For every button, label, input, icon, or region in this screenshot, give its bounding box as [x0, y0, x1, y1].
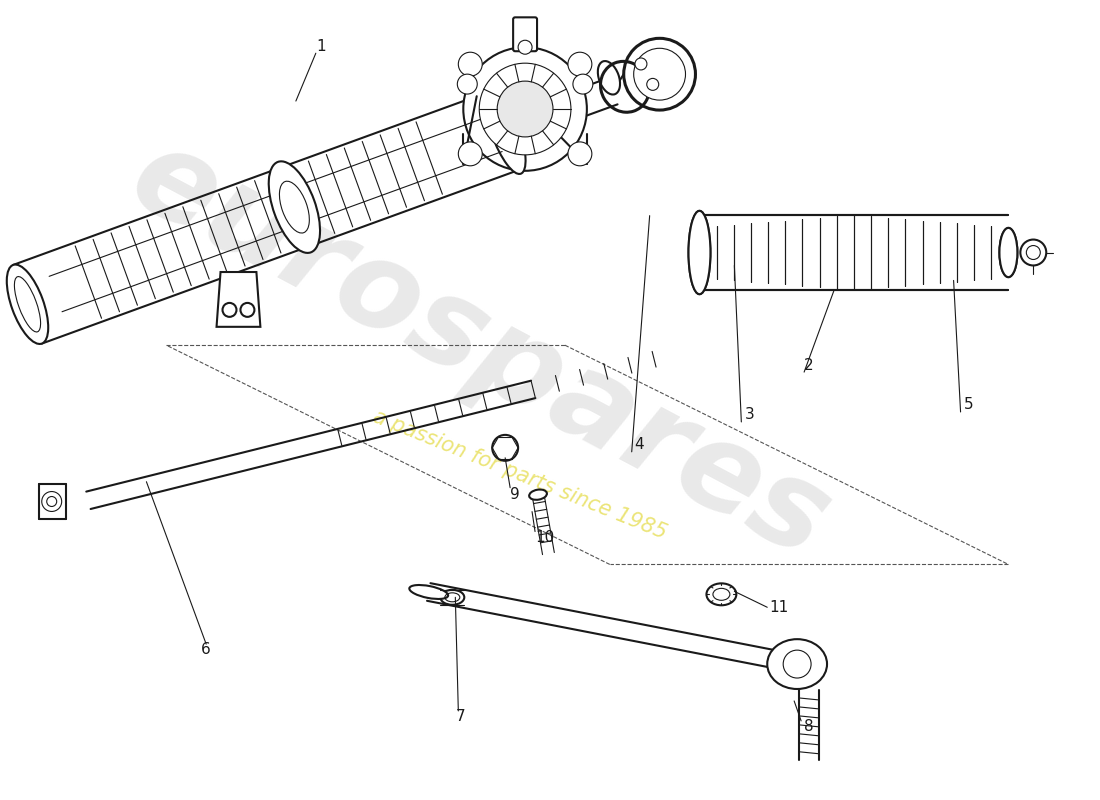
Circle shape [783, 650, 811, 678]
Text: 8: 8 [804, 719, 814, 734]
Ellipse shape [597, 61, 620, 94]
Circle shape [1021, 239, 1046, 266]
Circle shape [497, 81, 553, 137]
Ellipse shape [279, 182, 309, 233]
FancyBboxPatch shape [513, 18, 537, 51]
Text: 5: 5 [964, 398, 974, 413]
Circle shape [222, 303, 236, 317]
Text: a passion for parts since 1985: a passion for parts since 1985 [371, 406, 670, 543]
Text: 11: 11 [769, 600, 789, 614]
Ellipse shape [624, 38, 695, 110]
Circle shape [635, 58, 647, 70]
Ellipse shape [689, 211, 711, 294]
Polygon shape [217, 272, 261, 327]
Text: 6: 6 [201, 642, 211, 657]
Text: 7: 7 [455, 710, 465, 724]
Circle shape [480, 63, 571, 155]
Ellipse shape [634, 48, 685, 100]
Circle shape [46, 497, 57, 506]
Circle shape [241, 303, 254, 317]
Text: 3: 3 [745, 407, 755, 422]
Circle shape [459, 142, 482, 166]
Circle shape [459, 52, 482, 76]
Circle shape [492, 435, 518, 461]
Text: 10: 10 [535, 530, 554, 545]
Ellipse shape [485, 87, 526, 174]
Ellipse shape [1000, 228, 1018, 277]
Text: 2: 2 [804, 358, 814, 373]
Ellipse shape [7, 265, 48, 344]
Circle shape [573, 74, 593, 94]
Circle shape [1026, 246, 1041, 259]
Ellipse shape [1000, 228, 1018, 277]
Ellipse shape [706, 583, 736, 606]
Ellipse shape [14, 277, 41, 332]
Text: 4: 4 [635, 438, 645, 452]
Ellipse shape [268, 162, 320, 253]
Text: 1: 1 [316, 38, 326, 54]
Ellipse shape [767, 639, 827, 689]
Ellipse shape [529, 490, 547, 500]
Ellipse shape [409, 585, 448, 599]
Ellipse shape [440, 590, 464, 605]
Circle shape [458, 74, 477, 94]
Text: 9: 9 [510, 487, 520, 502]
Circle shape [568, 52, 592, 76]
Circle shape [42, 491, 62, 511]
Circle shape [647, 78, 659, 90]
Bar [700, 214, 1009, 290]
Circle shape [568, 142, 592, 166]
Ellipse shape [689, 211, 711, 294]
Text: eurospares: eurospares [111, 117, 849, 583]
Circle shape [518, 40, 532, 54]
Circle shape [463, 47, 587, 170]
